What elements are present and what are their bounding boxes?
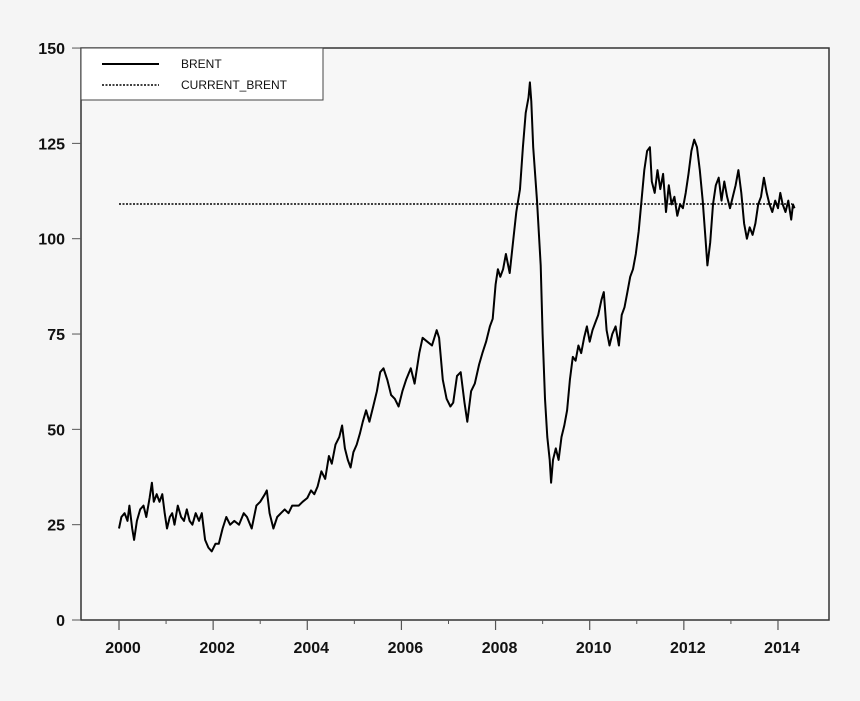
series-layer [118, 81, 796, 553]
y-tick-label: 100 [38, 232, 65, 249]
y-tick-label: 125 [38, 136, 65, 153]
x-tick-label: 2008 [482, 640, 518, 657]
y-tick-label: 50 [47, 422, 65, 439]
legend-label-brent: BRENT [181, 57, 222, 71]
x-tick-label: 2014 [764, 640, 800, 657]
x-axis: 2000 2002 2004 2006 2008 2010 2012 2014 [105, 620, 800, 657]
y-axis: 0 25 50 75 100 125 150 [38, 41, 81, 630]
x-tick-label: 2010 [576, 640, 612, 657]
x-tick-label: 2002 [199, 640, 235, 657]
x-tick-label: 2004 [293, 640, 329, 657]
y-tick-label: 150 [38, 41, 65, 58]
plot-area [80, 47, 830, 621]
legend-label-current-brent: CURRENT_BRENT [181, 78, 288, 92]
x-tick-label: 2012 [670, 640, 706, 657]
y-tick-label: 75 [47, 327, 65, 344]
legend-box [80, 47, 324, 101]
y-tick-label: 0 [56, 613, 65, 630]
x-tick-label: 2000 [105, 640, 141, 657]
x-tick-label: 2006 [388, 640, 424, 657]
legend: BRENT CURRENT_BRENT [80, 47, 324, 101]
y-tick-label: 25 [47, 518, 65, 535]
series-brent [118, 81, 796, 553]
